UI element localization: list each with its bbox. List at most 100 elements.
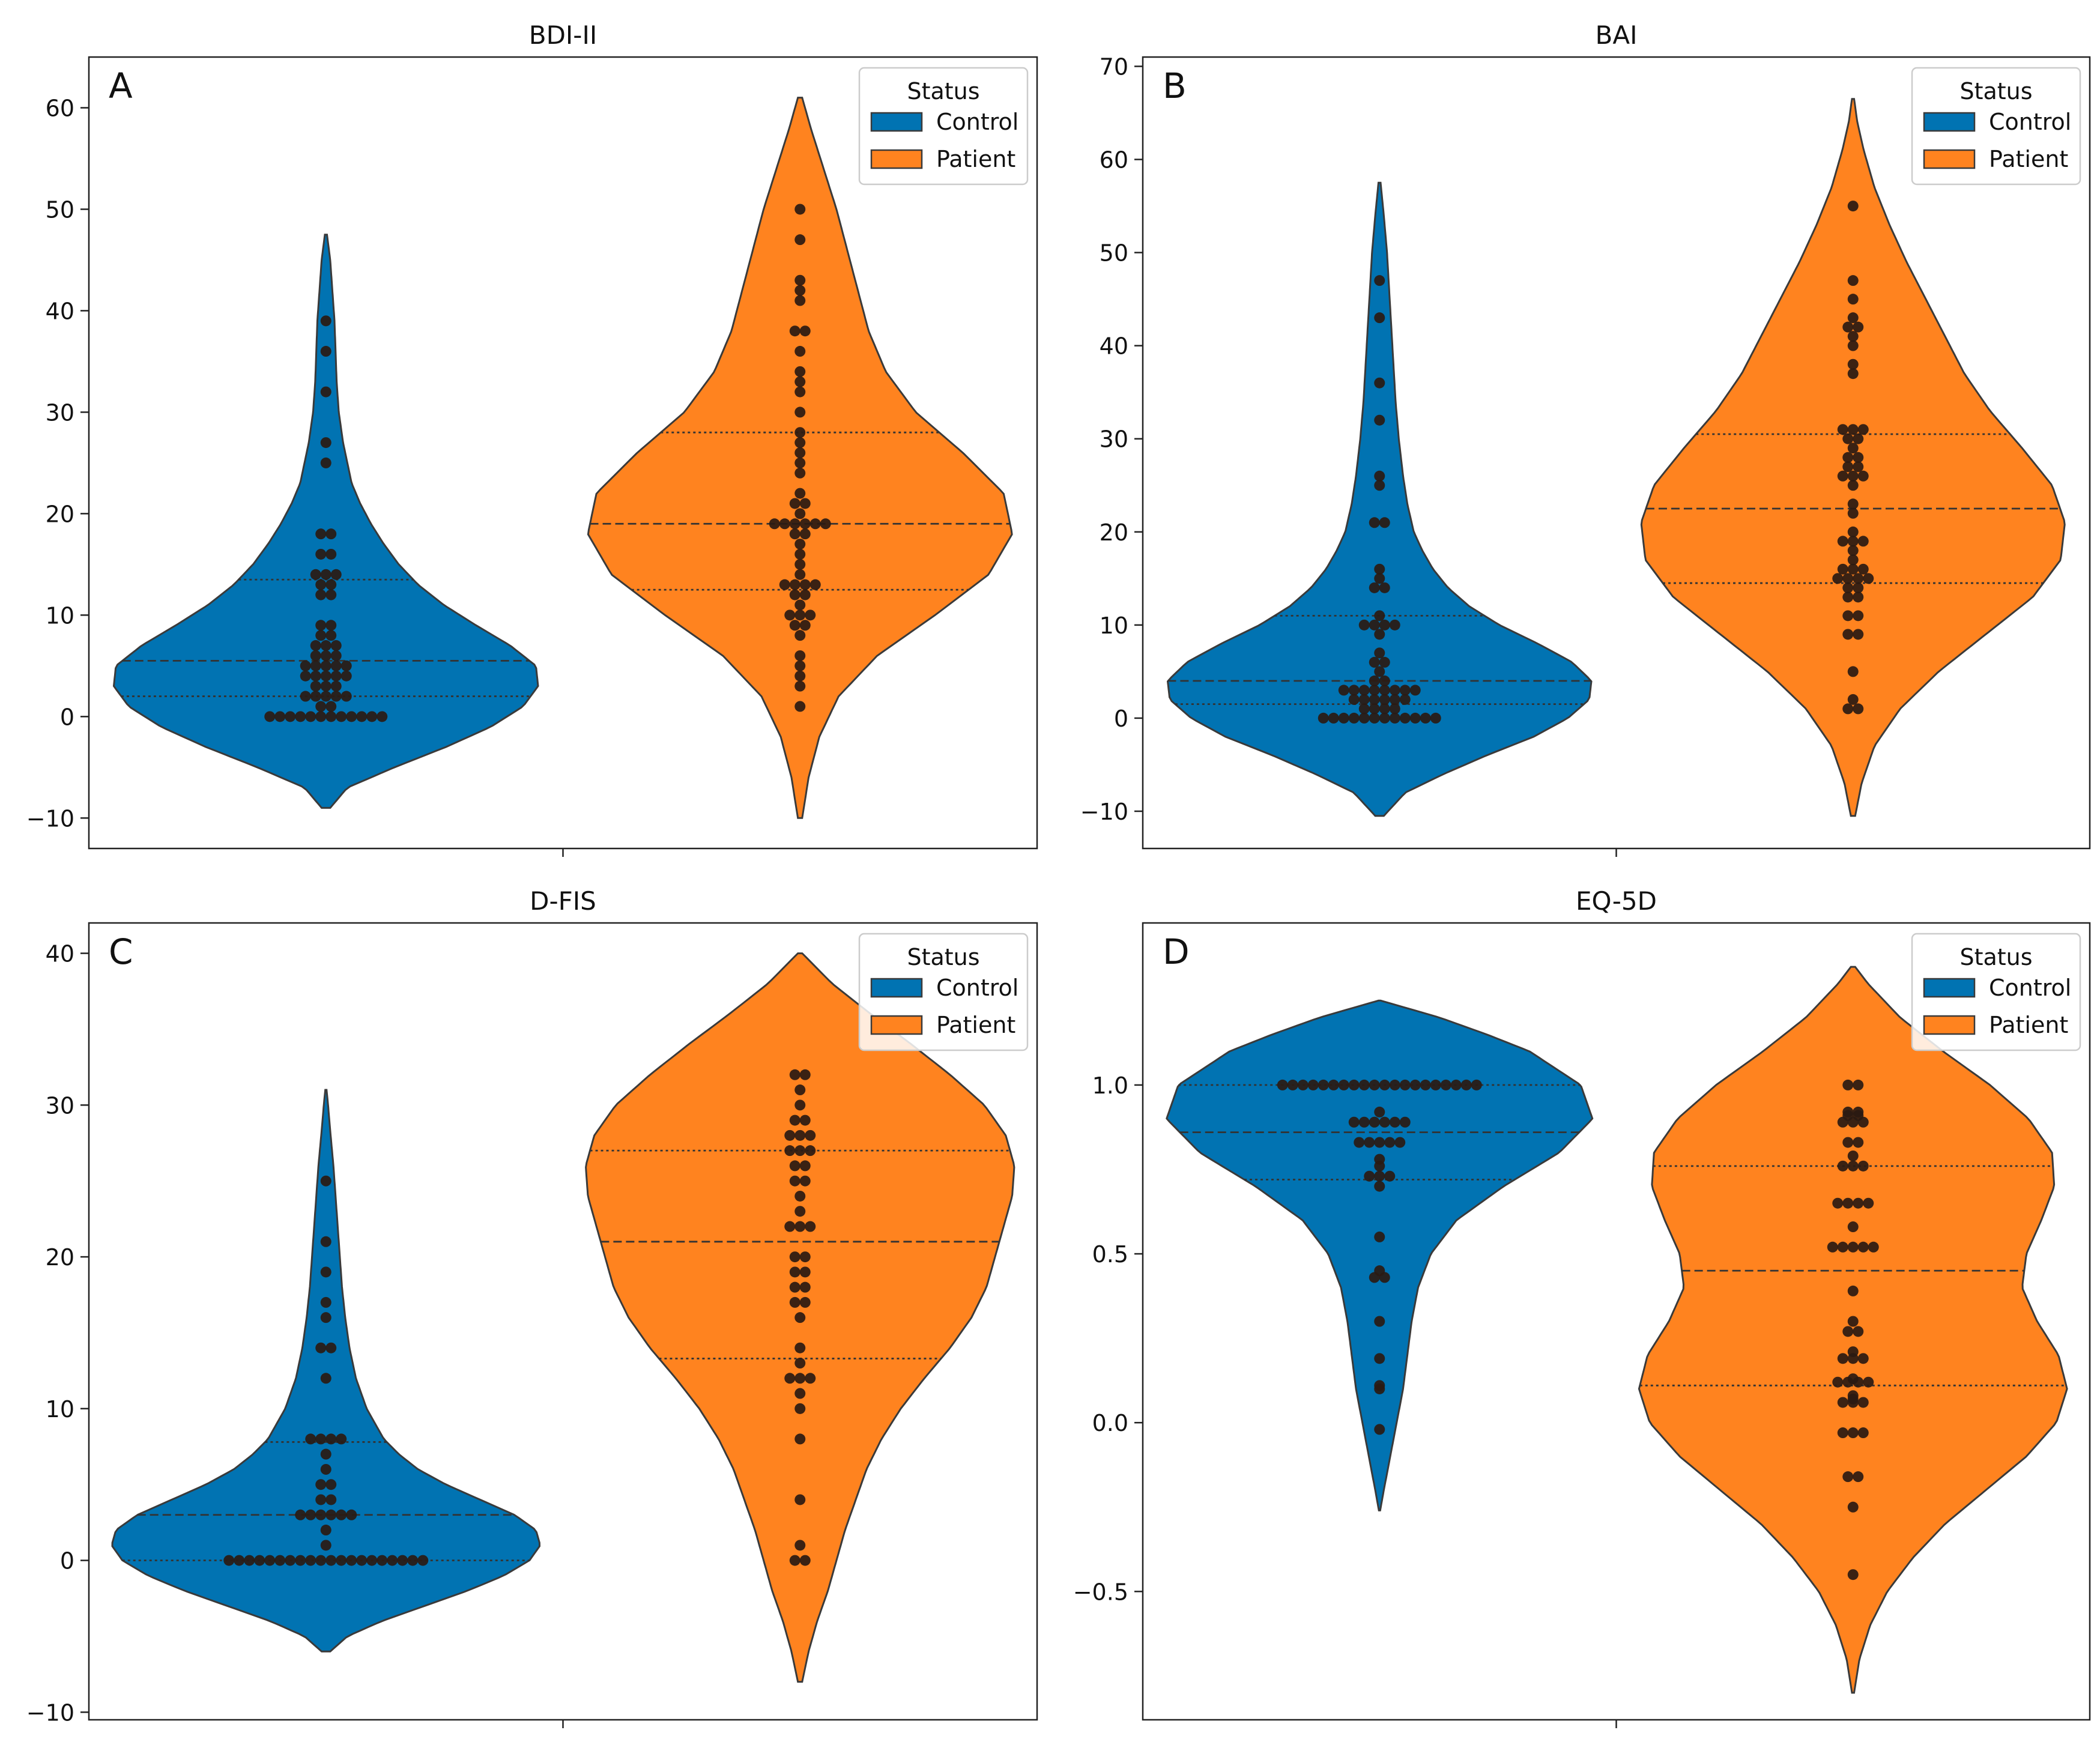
data-point	[346, 1509, 357, 1520]
data-point	[794, 1190, 806, 1202]
panel-title: BDI-II	[529, 20, 597, 50]
axes-frame	[88, 56, 1038, 850]
data-point	[1853, 629, 1864, 640]
data-point	[1358, 712, 1370, 724]
data-point	[794, 1433, 806, 1445]
data-point	[1358, 685, 1370, 696]
y-tick-label: 20	[1100, 519, 1128, 546]
data-point	[1842, 1197, 1854, 1209]
y-tick-label: −10	[26, 805, 74, 832]
data-point	[1847, 1427, 1859, 1439]
data-point	[1348, 1116, 1360, 1128]
panel-c: D-FIS −10 0 10 20 30 40 C Status Control Patient	[26, 886, 1038, 1728]
data-point	[1420, 1079, 1431, 1090]
legend-title: Status	[907, 78, 979, 104]
data-point	[1389, 703, 1400, 715]
data-point	[1847, 694, 1859, 705]
data-point	[310, 650, 321, 661]
data-point	[330, 660, 342, 671]
data-point	[310, 691, 321, 702]
data-point	[1832, 1376, 1844, 1388]
data-point	[346, 1555, 357, 1566]
data-point	[794, 701, 806, 712]
legend-swatch-control	[870, 112, 923, 132]
data-point	[320, 569, 331, 580]
data-point	[336, 1433, 347, 1445]
panel-d: EQ-5D −0.5 0.0 0.5 1.0 D Status Control Patient	[1073, 886, 2091, 1728]
data-point	[799, 498, 811, 509]
data-point	[794, 457, 806, 468]
y-tick-label: 70	[1100, 54, 1128, 80]
data-point	[1369, 656, 1380, 668]
data-point	[310, 680, 321, 692]
data-point	[1853, 1376, 1864, 1388]
data-point	[794, 1221, 806, 1232]
data-point	[320, 457, 331, 468]
data-point	[1842, 629, 1854, 640]
data-point	[1369, 1116, 1380, 1128]
data-point	[1379, 1079, 1390, 1090]
data-point	[315, 1479, 327, 1490]
data-point	[315, 620, 327, 631]
data-point	[325, 1342, 337, 1353]
data-point	[1374, 480, 1385, 491]
data-point	[1853, 573, 1864, 584]
data-point	[295, 1555, 306, 1566]
data-point	[784, 1130, 796, 1141]
panel-title: BAI	[1596, 20, 1638, 50]
data-point	[794, 376, 806, 387]
data-point	[1847, 358, 1859, 370]
data-point	[1440, 1079, 1451, 1090]
legend-swatch-patient	[870, 1015, 923, 1035]
data-point	[794, 1373, 806, 1384]
data-point	[1847, 1116, 1859, 1128]
data-point	[330, 680, 342, 692]
legend-swatch-patient	[1923, 149, 1976, 169]
data-point	[1857, 470, 1869, 482]
data-point	[789, 1281, 800, 1293]
data-point	[1348, 685, 1360, 696]
data-point	[310, 640, 321, 652]
data-point	[794, 285, 806, 296]
data-point	[1384, 1137, 1396, 1148]
panel-b: BAI −10 0 10 20 30 40 50 60 70 B Status Control Patie…	[1080, 20, 2091, 857]
data-point	[1847, 1353, 1859, 1364]
data-point	[1857, 536, 1869, 547]
data-point	[325, 579, 337, 590]
legend: Status Control Patient	[1911, 67, 2081, 186]
data-point	[1358, 1116, 1370, 1128]
data-point	[336, 1555, 347, 1566]
data-point	[1847, 1221, 1859, 1233]
data-point	[1338, 1079, 1349, 1090]
data-point	[1354, 1137, 1365, 1148]
data-point	[1857, 1116, 1869, 1128]
data-point	[1868, 1241, 1879, 1253]
data-point	[1853, 1471, 1864, 1483]
data-point	[799, 1069, 811, 1080]
data-point	[1379, 703, 1390, 715]
data-point	[1847, 443, 1859, 454]
data-point	[799, 1555, 811, 1566]
data-point	[1853, 433, 1864, 444]
data-point	[1842, 591, 1854, 603]
y-tick-label: 50	[46, 196, 74, 223]
data-point	[377, 1555, 388, 1566]
data-point	[794, 427, 806, 438]
y-tick-label: 10	[46, 602, 74, 629]
legend-swatch-patient	[870, 149, 923, 169]
data-point	[799, 1114, 811, 1126]
data-point	[305, 711, 316, 722]
data-point	[1369, 1079, 1380, 1090]
data-point	[1827, 1241, 1838, 1253]
data-point	[794, 1358, 806, 1369]
data-point	[1430, 1079, 1441, 1090]
data-point	[336, 1509, 347, 1520]
data-point	[366, 711, 378, 722]
axes-frame	[88, 922, 1038, 1721]
data-point	[320, 660, 331, 671]
data-point	[794, 295, 806, 306]
data-point	[799, 1160, 811, 1172]
data-point	[1358, 694, 1370, 705]
data-point	[340, 660, 352, 671]
